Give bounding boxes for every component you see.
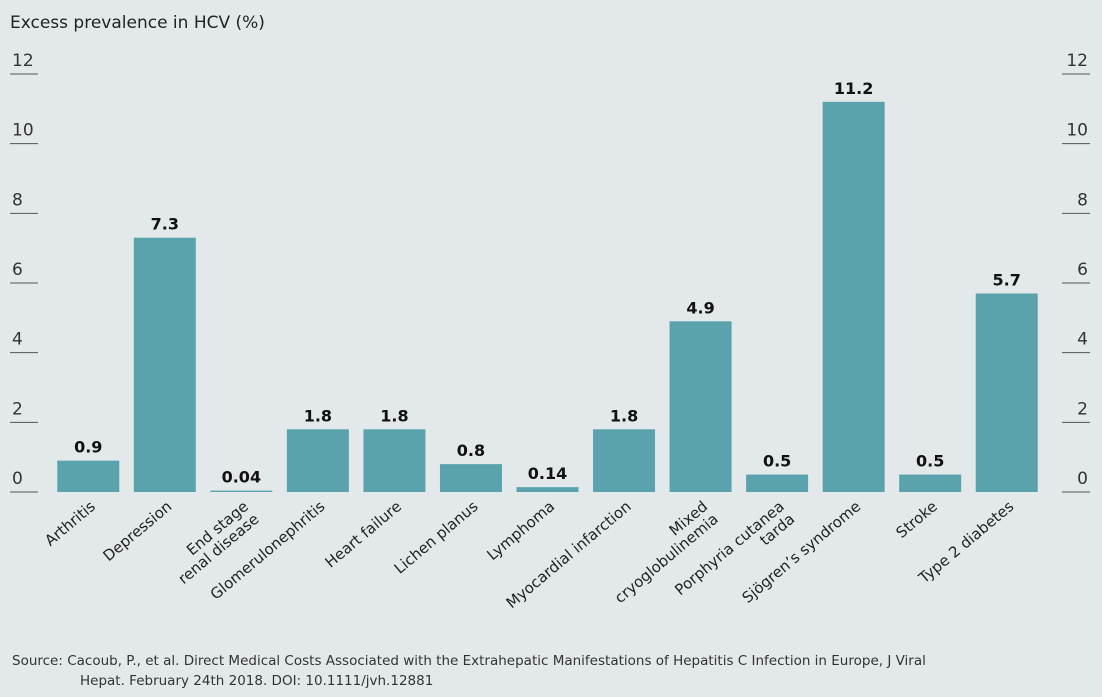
value-label: 11.2 — [834, 79, 873, 98]
x-tick-label: Arthritis — [41, 497, 99, 549]
y-tick-label: 0 — [12, 469, 23, 489]
x-tick-label: Stroke — [893, 497, 941, 542]
value-label: 4.9 — [686, 298, 714, 317]
source: Hepat. February 24th 2018. DOI: 10.1111/… — [80, 673, 433, 689]
y2-tick-label: 6 — [1077, 260, 1088, 280]
value-label: 0.8 — [457, 441, 485, 460]
value-label: 0.9 — [74, 438, 102, 457]
chart-title: Excess prevalence in HCV (%) — [10, 13, 265, 33]
bar — [439, 464, 502, 492]
y2-tick-label: 4 — [1077, 330, 1088, 350]
y2-tick-label: 12 — [1066, 51, 1088, 71]
y-tick-label: 10 — [12, 121, 34, 141]
value-label: 7.3 — [151, 215, 179, 234]
x-tick-label: Depression — [100, 497, 176, 565]
source: Source: Cacoub, P., et al. Direct Medica… — [12, 653, 926, 669]
bar — [133, 237, 196, 492]
x-tick-label: Heart failure — [321, 497, 405, 571]
bar — [593, 429, 656, 492]
bar — [516, 487, 579, 492]
value-label: 1.8 — [380, 406, 408, 425]
bar — [57, 460, 120, 492]
y-tick-label: 12 — [12, 51, 34, 71]
y-tick-label: 2 — [12, 399, 23, 419]
y-tick-label: 4 — [12, 330, 23, 350]
x-tick-label: Lichen planus — [391, 497, 482, 577]
bar — [899, 474, 962, 492]
value-label: 0.5 — [916, 452, 944, 471]
value-label: 5.7 — [993, 270, 1021, 289]
y-tick-label: 6 — [12, 260, 23, 280]
x-tick-label: Lymphoma — [483, 497, 558, 564]
bar — [669, 321, 732, 492]
y2-tick-label: 10 — [1066, 121, 1088, 141]
bar — [975, 293, 1038, 492]
bar — [822, 101, 885, 492]
y2-tick-label: 8 — [1077, 190, 1088, 210]
value-label: 1.8 — [610, 406, 638, 425]
y2-tick-label: 0 — [1077, 469, 1088, 489]
value-label: 0.5 — [763, 452, 791, 471]
y2-tick-label: 2 — [1077, 399, 1088, 419]
bar — [363, 429, 426, 492]
value-label: 0.04 — [222, 468, 261, 487]
bar — [286, 429, 349, 492]
y-tick-label: 8 — [12, 190, 23, 210]
value-label: 0.14 — [528, 464, 567, 483]
bar — [210, 490, 273, 492]
bar — [746, 474, 809, 492]
value-label: 1.8 — [304, 406, 332, 425]
